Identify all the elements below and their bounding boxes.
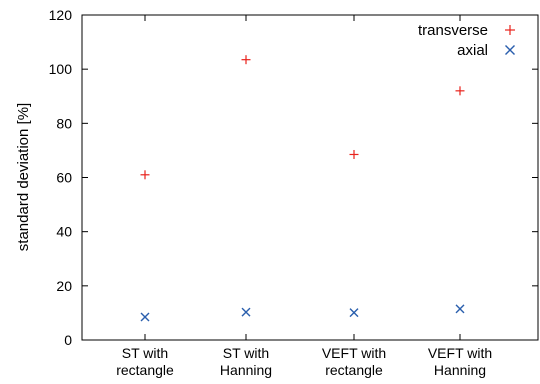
x-tick-label: VEFT with rectangle	[322, 345, 386, 378]
x-tick-label: ST with rectangle	[116, 345, 174, 378]
data-point-axial	[140, 312, 150, 322]
x-tick-label: VEFT with Hanning	[428, 345, 492, 378]
legend-label-transverse: transverse	[418, 22, 488, 39]
y-tick-label: 0	[64, 332, 72, 348]
x-tick-label: ST with Hanning	[220, 345, 272, 378]
y-axis: 0 20 40 60 80 100 120	[49, 7, 538, 348]
y-tick-label: 100	[49, 61, 73, 77]
legend-marker-axial	[505, 45, 515, 55]
plot-frame	[81, 14, 539, 341]
data-point-transverse	[241, 55, 251, 65]
data-point-transverse	[455, 86, 465, 96]
y-tick-label: 80	[56, 115, 72, 131]
x-axis: ST with rectangle ST with Hanning VEFT with r…	[116, 15, 492, 378]
legend: transverse axial	[418, 22, 515, 59]
data-marks	[140, 55, 465, 322]
data-point-transverse	[140, 170, 150, 180]
data-point-transverse	[349, 149, 359, 159]
y-axis-label: standard deviation [%]	[15, 103, 32, 251]
data-point-axial	[349, 308, 359, 318]
y-tick-label: 60	[56, 170, 72, 186]
y-tick-label: 120	[49, 7, 73, 23]
y-tick-label: 40	[56, 224, 72, 240]
data-point-axial	[241, 307, 251, 317]
data-point-axial	[455, 304, 465, 314]
y-tick-label: 20	[56, 278, 72, 294]
legend-label-axial: axial	[457, 42, 488, 59]
legend-marker-transverse	[505, 25, 515, 35]
